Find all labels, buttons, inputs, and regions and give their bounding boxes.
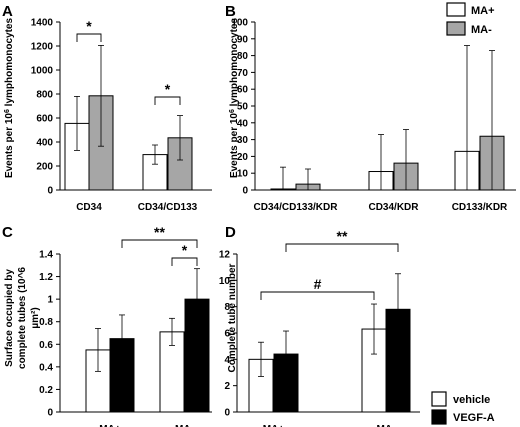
legend-swatch-ma-minus (446, 21, 466, 36)
panel-letter-d: D (225, 224, 236, 241)
panel-d-category-label: MA+ (263, 424, 285, 427)
panel-a-y-tick-label: 1400 (31, 18, 54, 29)
panel-c-significance-bracket-wide (121, 239, 198, 248)
legend-top: MA+ MA- (446, 2, 495, 36)
panel-c-significance-bracket-wide-label: ** (154, 224, 165, 240)
legend-label-vegf-a: VEGF-A (453, 412, 495, 424)
panel-c-y-axis-label-line1: Surface occupied by (4, 269, 15, 367)
panel-d-category-label: MA- (377, 424, 396, 427)
panel-b-y-tick-label: 70 (237, 68, 249, 79)
panel-c-y-tick-label: 0.8 (39, 317, 53, 328)
panel-b-y-tick-label: 0 (242, 186, 248, 197)
panel-b-y-tick-label: 60 (237, 85, 249, 96)
panel-a-significance-bracket-cd34-cd133-label: * (165, 81, 171, 97)
panel-b-y-tick-label: 90 (237, 34, 249, 45)
panel-b-y-tick-label: 80 (237, 51, 249, 62)
panel-c-y-tick-label: 1.4 (39, 250, 53, 261)
panel-b-y-tick-label: 50 (237, 102, 249, 113)
panel-d-y-tick-label: 10 (219, 276, 231, 287)
legend-bottom: vehicle VEGF-A (431, 391, 495, 425)
panel-a-y-tick-label: 400 (36, 138, 53, 149)
panel-c-y-tick-label: 0.4 (39, 362, 53, 373)
panel-a-y-tick-label: 600 (36, 114, 53, 125)
panel-c-y-axis-label-line3: µm²) (30, 307, 41, 328)
panel-c-significance-bracket-narrow-label: * (182, 242, 188, 258)
panel-c-y-tick-label: 0.6 (39, 340, 53, 351)
panel-b-chart: 0 10 20 30 40 50 60 70 80 90 100 CD34/CD133/KDR CD34… (231, 18, 516, 213)
panel-d-y-tick-label: 4 (224, 355, 230, 366)
legend-swatch-vegf-a (431, 409, 447, 425)
panel-b-y-tick-label: 30 (237, 135, 249, 146)
panel-a-y-tick-label: 200 (36, 162, 53, 173)
panel-letter-b: B (225, 3, 236, 20)
panel-d-significance-bracket-wide (285, 243, 399, 252)
panel-letter-c: C (2, 224, 13, 241)
panel-a-y-tick-label: 800 (36, 90, 53, 101)
panel-c-significance-bracket-narrow (171, 257, 198, 266)
panel-c-y-axis-label-line2: complete tubes (10^6 (17, 267, 28, 369)
panel-c-y-tick-label: 0.2 (39, 385, 53, 396)
panel-c-y-tick-label: 1 (47, 295, 53, 306)
legend-swatch-vehicle (431, 391, 447, 407)
panel-b-y-axis-label: Events per 106 lymphomonocytes (229, 18, 241, 179)
panel-d-y-tick-label: 8 (224, 302, 230, 313)
panel-c-y-tick-label: 0 (47, 408, 53, 419)
panel-d-chart: 0 2 4 6 8 10 12 MA+ MA- ** # (219, 228, 420, 427)
panel-a-significance-bracket-cd34-label: * (86, 18, 92, 34)
panel-c-y-tick-label: 1.2 (39, 272, 53, 283)
legend-label-ma-plus: MA+ (471, 5, 495, 17)
legend-label-ma-minus: MA- (471, 24, 492, 36)
panel-b-category-label: CD34/CD133/KDR (254, 202, 339, 213)
panel-c-chart: 00.20.40.60.811.21.4MA+MA-*** (39, 224, 212, 427)
panel-a-y-tick-label: 1200 (31, 42, 54, 53)
legend-label-vehicle: vehicle (453, 394, 490, 406)
panel-d-y-tick-label: 12 (219, 250, 231, 261)
panel-d-y-axis-label: Complete tube number (227, 263, 238, 372)
panel-b-category-label: CD34/KDR (368, 202, 419, 213)
panel-d-significance-bracket-narrow-label: # (314, 276, 322, 292)
panel-a-y-axis-label: Events per 106 lymphomonocytes (4, 18, 16, 179)
panel-b-y-tick-label: 40 (237, 118, 249, 129)
panel-a-y-tick-label: 0 (47, 186, 53, 197)
panel-d-y-tick-label: 2 (224, 381, 230, 392)
panel-d-significance-bracket-wide-label: ** (337, 228, 348, 244)
panel-d-y-tick-label: 6 (224, 329, 230, 340)
panel-a-chart: 0 200 400 600 800 1000 1200 1400 CD34 CD34/CD133 *… (31, 18, 212, 213)
panel-b-y-tick-label: 100 (231, 18, 248, 29)
panel-d-y-tick-label: 0 (224, 408, 230, 419)
panel-a-y-tick-label: 1000 (31, 66, 54, 77)
panel-d-significance-bracket-narrow (260, 291, 375, 300)
panel-b-category-label: CD133/KDR (452, 202, 508, 213)
panel-a-significance-bracket-cd34-cd133 (154, 96, 181, 105)
panel-c-category-label: MA- (175, 424, 194, 427)
legend-swatch-ma-plus (446, 2, 466, 17)
panel-b-y-tick-label: 20 (237, 152, 249, 163)
panel-a-category-label: CD34/CD133 (138, 202, 198, 213)
panel-letter-a: A (2, 3, 13, 20)
panel-a-significance-bracket-cd34 (76, 33, 102, 42)
panel-c-category-label: MA+ (99, 424, 121, 427)
panel-b-y-tick-label: 10 (237, 169, 249, 180)
panel-a-category-label: CD34 (76, 202, 102, 213)
